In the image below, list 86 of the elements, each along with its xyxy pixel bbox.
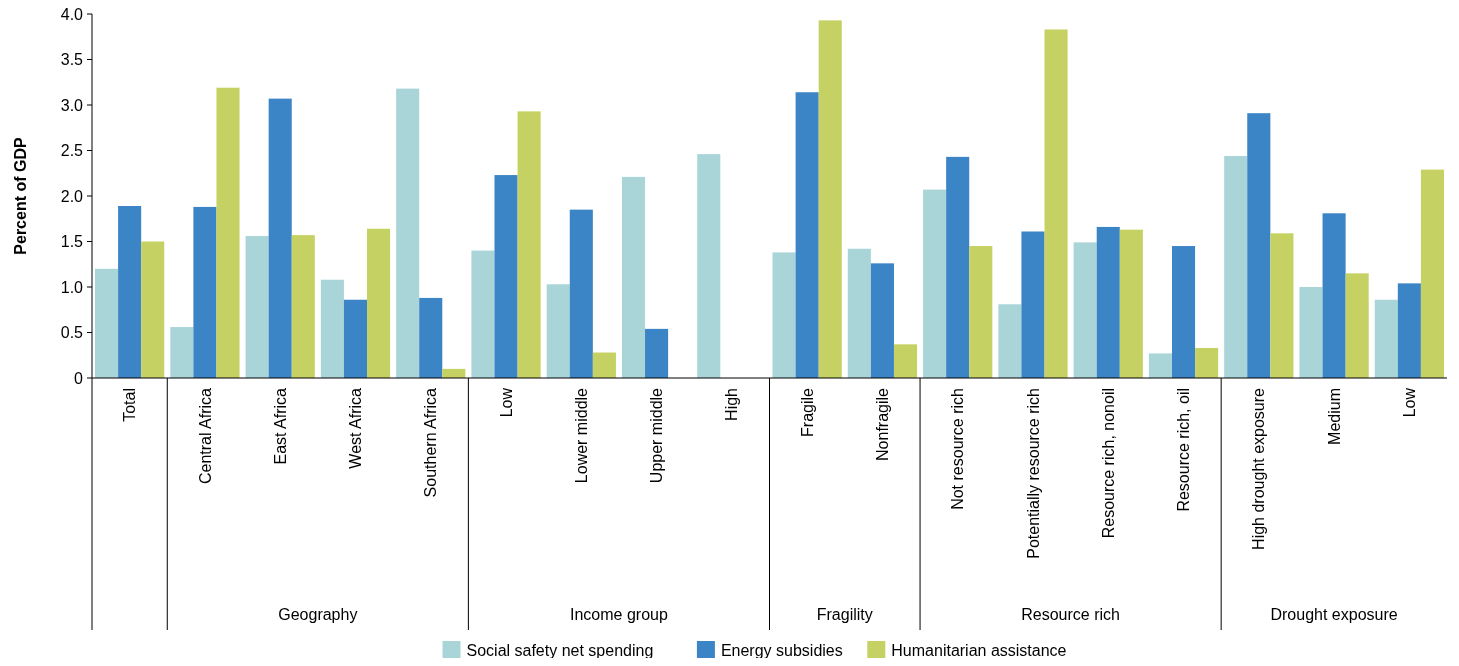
x-tick-label: East Africa bbox=[271, 387, 289, 465]
bar bbox=[1299, 287, 1323, 378]
bar bbox=[893, 344, 918, 378]
bar bbox=[95, 268, 119, 378]
text: Drought exposure bbox=[1270, 606, 1398, 623]
bar bbox=[1073, 242, 1097, 378]
bar bbox=[245, 236, 269, 378]
x-tick-label: Low bbox=[1400, 387, 1418, 418]
bar bbox=[471, 250, 495, 378]
x-tick-label: Lower middle bbox=[572, 387, 590, 484]
text: Income group bbox=[570, 606, 668, 623]
x-tick-label: Resource rich, oil bbox=[1175, 388, 1193, 512]
bar bbox=[1224, 155, 1248, 378]
y-axis-title: Percent of GDP bbox=[12, 136, 29, 255]
y-tick-label: 3.5 bbox=[60, 51, 84, 69]
y-tick-label: 0.5 bbox=[60, 324, 84, 342]
bar bbox=[1397, 283, 1421, 378]
x-tick-label: Fragile bbox=[798, 387, 816, 437]
bar bbox=[343, 299, 368, 378]
x-tick-label: Low bbox=[497, 387, 515, 418]
bar bbox=[396, 88, 420, 378]
bar bbox=[1119, 229, 1143, 378]
bar bbox=[1420, 169, 1444, 378]
y-tick-label: 1.0 bbox=[60, 278, 84, 296]
bar bbox=[193, 206, 217, 378]
text: Resource rich bbox=[1021, 606, 1120, 623]
bar bbox=[1322, 213, 1346, 378]
bar bbox=[546, 284, 570, 378]
bar bbox=[291, 235, 315, 378]
x-tick-label: Total bbox=[121, 388, 139, 422]
y-tick-label: 1.5 bbox=[60, 233, 84, 251]
bar bbox=[1247, 113, 1271, 378]
text: Geography bbox=[278, 606, 358, 623]
bar bbox=[268, 98, 292, 378]
bar bbox=[998, 304, 1022, 378]
bar bbox=[795, 92, 819, 378]
legend-label: Energy subsidies bbox=[720, 641, 843, 659]
x-tick-label: High bbox=[723, 388, 741, 421]
x-tick-label: Resource rich, nonoil bbox=[1099, 388, 1117, 539]
x-tick-label: Medium bbox=[1325, 388, 1343, 445]
bar bbox=[170, 327, 194, 378]
x-tick-label: Not resource rich bbox=[949, 388, 967, 510]
bar bbox=[494, 175, 518, 378]
bar bbox=[517, 111, 541, 378]
bar bbox=[946, 156, 970, 378]
bar bbox=[969, 246, 993, 378]
y-tick-label: 4.0 bbox=[60, 5, 84, 23]
bar bbox=[1195, 347, 1219, 378]
bar bbox=[1021, 231, 1045, 378]
x-tick-label: Potentially resource rich bbox=[1024, 388, 1042, 559]
x-tick-label: Southern Africa bbox=[422, 387, 440, 498]
bar bbox=[216, 87, 240, 378]
legend-label: Social safety net spending bbox=[466, 641, 654, 659]
y-tick-label: 0 bbox=[74, 369, 84, 387]
x-tick-label: Nonfragile bbox=[874, 387, 892, 461]
bar bbox=[621, 176, 646, 378]
bar bbox=[1044, 29, 1068, 378]
y-tick-label: 2.5 bbox=[60, 142, 84, 160]
bar bbox=[1148, 353, 1172, 378]
bar bbox=[320, 279, 344, 378]
y-tick-label: 2.0 bbox=[60, 187, 84, 205]
bar bbox=[141, 241, 165, 378]
bar bbox=[645, 328, 669, 378]
bar bbox=[569, 209, 593, 378]
bar bbox=[1270, 233, 1294, 378]
bar bbox=[818, 20, 842, 378]
bar bbox=[847, 248, 871, 378]
x-tick-label: High drought exposure bbox=[1250, 387, 1268, 550]
bar bbox=[923, 189, 947, 378]
y-tick-label: 3.0 bbox=[60, 96, 84, 114]
bar bbox=[697, 154, 721, 378]
x-tick-label: Upper middle bbox=[648, 387, 666, 484]
bar bbox=[1096, 226, 1120, 378]
bar bbox=[772, 252, 796, 378]
bar bbox=[1171, 246, 1196, 378]
x-tick-label: Central Africa bbox=[196, 387, 214, 485]
legend-label: Humanitarian assistance bbox=[891, 641, 1067, 659]
bar bbox=[367, 228, 391, 378]
bar bbox=[419, 297, 443, 378]
x-tick-label: West Africa bbox=[347, 387, 365, 469]
bar bbox=[118, 206, 142, 378]
bar bbox=[1345, 273, 1369, 378]
bar bbox=[1374, 299, 1398, 378]
bar bbox=[870, 263, 894, 378]
bar bbox=[592, 352, 616, 378]
text: Fragility bbox=[816, 606, 873, 623]
